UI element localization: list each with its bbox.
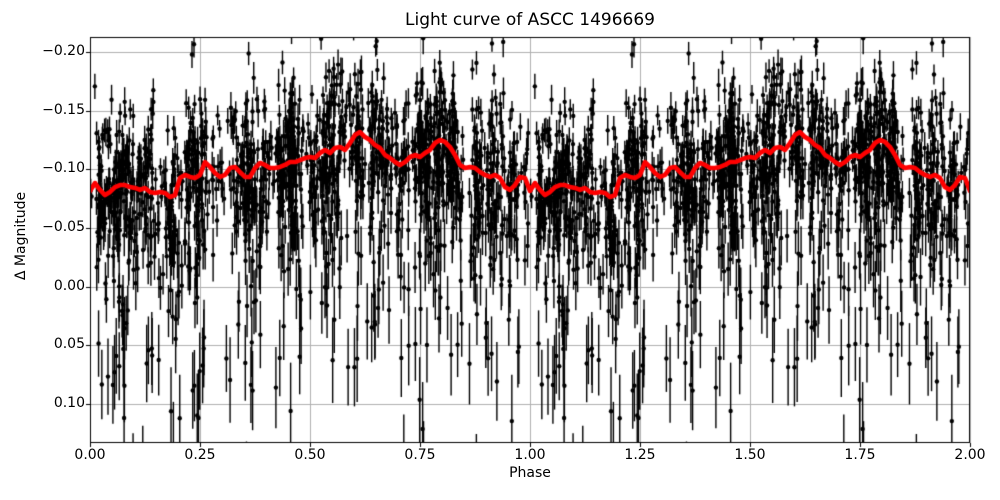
y-tick-label: 0.05 (53, 336, 85, 353)
x-tick-label: 0.75 (404, 447, 436, 463)
y-tick-label: −0.05 (42, 218, 85, 235)
x-tick-label: 1.50 (734, 447, 766, 463)
y-tick-label: −0.20 (42, 43, 85, 59)
x-tick-label: 0.00 (74, 447, 106, 463)
x-tick-label: 1.25 (624, 447, 656, 463)
y-tick-label: −0.15 (42, 101, 85, 118)
y-tick-label: 0.00 (53, 277, 85, 294)
x-tick-label: 0.25 (184, 447, 216, 463)
x-tick-label: 2.00 (954, 447, 986, 463)
x-tick-label: 1.75 (844, 447, 876, 463)
y-tick-label: −0.10 (42, 160, 85, 177)
x-tick-label: 1.00 (514, 447, 546, 463)
chart-title: Light curve of ASCC 1496669 (405, 10, 655, 30)
y-tick-label: 0.10 (53, 394, 85, 411)
x-tick-label: 0.50 (294, 447, 326, 463)
x-axis-label: Phase (509, 465, 551, 481)
